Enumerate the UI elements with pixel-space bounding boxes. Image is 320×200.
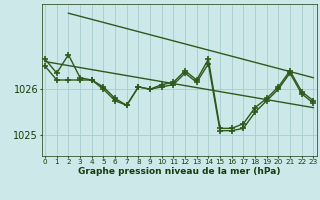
- X-axis label: Graphe pression niveau de la mer (hPa): Graphe pression niveau de la mer (hPa): [78, 167, 280, 176]
